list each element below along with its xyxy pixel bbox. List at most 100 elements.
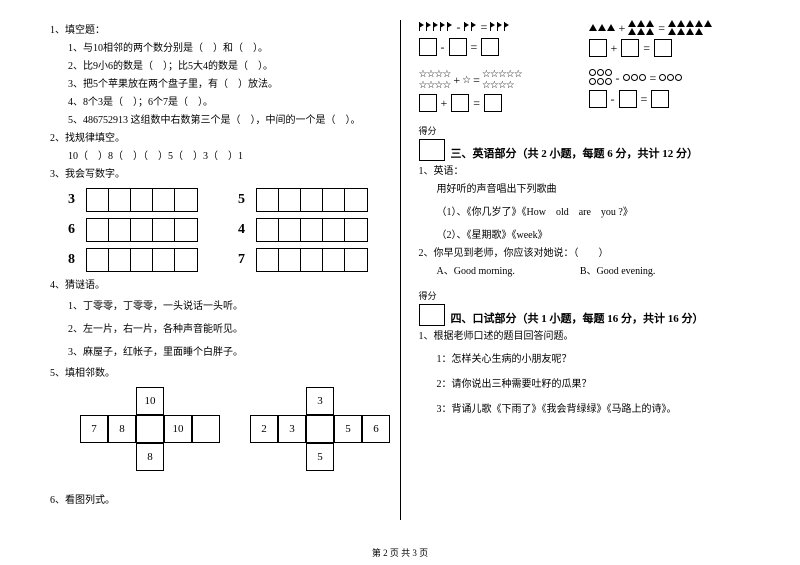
eq-op: = (473, 96, 480, 111)
cross-cell: 5 (334, 415, 362, 443)
answer-eq: + = (419, 94, 559, 112)
s3-q1-item: （1）、《你几岁了》《How old are you ?》 (419, 205, 751, 220)
cross-cell: 10 (164, 415, 192, 443)
num-grid: 5 (238, 188, 368, 212)
answer-box (589, 90, 607, 108)
eq-op: = (643, 41, 650, 56)
answer-box (654, 39, 672, 57)
q3-title: 3、我会写数字。 (50, 167, 382, 182)
eq-op: = (658, 21, 665, 36)
cross-puzzle-2: 3 2 3 5 6 5 (260, 387, 380, 487)
left-column: 1、填空题： 1、与10相邻的两个数分别是（ ）和（ ）。 2、比9小6的数是（… (40, 20, 392, 520)
pictorial-grid: - = - = + = (419, 20, 751, 112)
column-divider (400, 20, 401, 520)
answer-box (451, 94, 469, 112)
s4-item: 3：背诵儿歌《下雨了》《我会背绿绿》《马路上的诗》。 (419, 402, 751, 417)
s4-q1-title: 1、根据老师口述的题目回答问题。 (419, 329, 751, 344)
pict-flags: - = - = (419, 20, 559, 57)
q5-title: 5、填相邻数。 (50, 366, 382, 381)
s3-q1-title: 1、英语： (419, 164, 751, 179)
cross-cell: 3 (278, 415, 306, 443)
q1-title: 1、填空题： (50, 23, 382, 38)
grid-lead: 5 (238, 192, 250, 208)
minus-op: - (616, 71, 620, 86)
q1-item: 4、8个3是（ ）；6个7是（ ）。 (50, 95, 382, 110)
grid-cells (86, 248, 198, 272)
grid-cells (86, 188, 198, 212)
eq-op: = (481, 20, 488, 35)
grid-lead: 6 (68, 222, 80, 238)
grid-lead: 7 (238, 252, 250, 268)
pict-triangles: + = + = (589, 20, 729, 57)
s3-q2-choices: A、Good morning. B、Good evening. (419, 264, 751, 279)
cross-cell: 8 (108, 415, 136, 443)
page-footer: 第 2 页 共 3 页 (0, 546, 800, 559)
section-3-title: 三、英语部分（共 2 小题，每题 6 分，共计 12 分） (451, 145, 699, 161)
score-label: 得分 (419, 124, 445, 139)
cross-cell (306, 415, 334, 443)
score-box: 得分 三、英语部分（共 2 小题，每题 6 分，共计 12 分） (419, 124, 751, 161)
num-grid-row: 3 5 (68, 188, 382, 212)
s3-q1-item: （2）、《星期歌》《week》 (419, 228, 751, 243)
cross-cell: 8 (136, 443, 164, 471)
eq-op: = (650, 71, 657, 86)
cross-cell: 5 (306, 443, 334, 471)
answer-eq: - = (589, 90, 729, 108)
q4-item: 2、左一片，右一片，各种声音能听见。 (50, 322, 382, 337)
worksheet-page: 1、填空题： 1、与10相邻的两个数分别是（ ）和（ ）。 2、比9小6的数是（… (0, 0, 800, 530)
q6-title: 6、看图列式。 (50, 493, 382, 508)
num-grid-row: 8 7 (68, 248, 382, 272)
grid-cells (256, 218, 368, 242)
num-grid-row: 6 4 (68, 218, 382, 242)
answer-box (419, 38, 437, 56)
cross-cell (192, 415, 220, 443)
minus-op: - (457, 20, 461, 35)
num-grid: 7 (238, 248, 368, 272)
circle-icons: - = (589, 69, 729, 87)
answer-box (449, 38, 467, 56)
score-label: 得分 (419, 289, 445, 304)
answer-eq: - = (419, 38, 559, 56)
eq-op: = (471, 40, 478, 55)
q1-item: 2、比9小6的数是（ ）；比5大4的数是（ ）。 (50, 59, 382, 74)
grid-cells (256, 248, 368, 272)
star-icons: ☆☆☆☆☆☆☆☆ + ☆ = ☆☆☆☆☆☆☆☆☆ (419, 69, 559, 91)
q2-title: 2、找规律填空。 (50, 131, 382, 146)
score-box: 得分 四、口试部分（共 1 小题，每题 16 分，共计 16 分） (419, 289, 751, 326)
answer-box (484, 94, 502, 112)
plus-op: + (453, 73, 459, 88)
score-cell (419, 139, 445, 161)
cross-cell: 10 (136, 387, 164, 415)
plus-op: + (619, 21, 626, 36)
pict-circles: - = - = (589, 69, 729, 112)
s4-item: 2：请你说出三种需要吐籽的瓜果？ (419, 377, 751, 392)
s3-q1-sub: 用好听的声音唱出下列歌曲 (419, 182, 751, 197)
s4-item: 1：怎样关心生病的小朋友呢？ (419, 352, 751, 367)
grid-cells (86, 218, 198, 242)
num-grid: 3 (68, 188, 198, 212)
answer-eq: + = (589, 39, 729, 57)
pict-stars: ☆☆☆☆☆☆☆☆ + ☆ = ☆☆☆☆☆☆☆☆☆ + = (419, 69, 559, 112)
grid-lead: 3 (68, 192, 80, 208)
q4-item: 3、麻屋子，红帐子，里面睡个白胖子。 (50, 345, 382, 360)
q4-item: 1、丁零零，丁零零，一头说话一头听。 (50, 299, 382, 314)
answer-box (419, 94, 437, 112)
cross-puzzle-1: 10 7 8 10 8 (90, 387, 210, 487)
q1-item: 1、与10相邻的两个数分别是（ ）和（ ）。 (50, 41, 382, 56)
cross-cell: 7 (80, 415, 108, 443)
cross-cell (136, 415, 164, 443)
section-4-title: 四、口试部分（共 1 小题，每题 16 分，共计 16 分） (451, 310, 704, 326)
plus-op: + (441, 96, 448, 111)
q2-seq: 10（ ）8（ ）（ ）5（ ）3（ ）1 (50, 149, 382, 164)
grid-cells (256, 188, 368, 212)
answer-box (589, 39, 607, 57)
cross-cell: 2 (250, 415, 278, 443)
cross-wrap: 10 7 8 10 8 3 2 3 5 6 5 (90, 387, 382, 487)
q4-title: 4、猜谜语。 (50, 278, 382, 293)
grid-lead: 8 (68, 252, 80, 268)
minus-op: - (441, 40, 445, 55)
grid-lead: 4 (238, 222, 250, 238)
answer-box (621, 39, 639, 57)
cross-cell: 6 (362, 415, 390, 443)
num-grid: 8 (68, 248, 198, 272)
